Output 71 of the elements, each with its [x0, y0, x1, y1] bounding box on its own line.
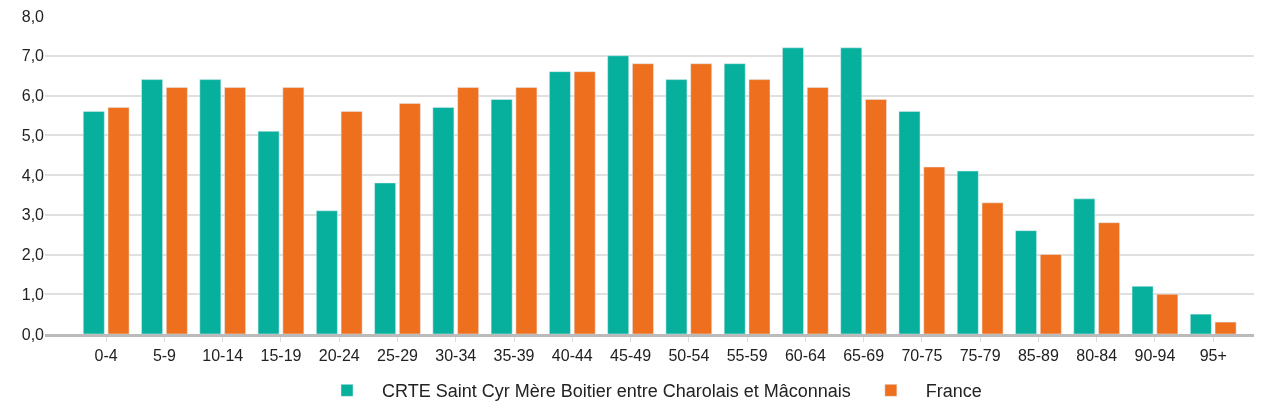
bar	[782, 47, 804, 334]
x-tick-label: 25-29	[377, 347, 419, 365]
bar	[141, 79, 163, 334]
x-tick-label: 65-69	[843, 347, 885, 365]
bar	[399, 103, 421, 334]
bar	[1098, 222, 1120, 334]
bar	[83, 111, 105, 334]
x-tick-label: 5-9	[152, 347, 177, 365]
y-tick-label: 6,0	[21, 87, 45, 105]
bar	[166, 87, 188, 334]
bar	[573, 71, 596, 334]
bar	[981, 202, 1004, 334]
bar	[923, 166, 946, 334]
x-tick-label: 80-84	[1076, 347, 1118, 365]
legend-label: France	[925, 381, 982, 402]
x-tick-label: 50-54	[668, 347, 710, 365]
bar	[1073, 198, 1096, 334]
y-tick-label: 5,0	[21, 126, 45, 144]
bar	[957, 170, 979, 334]
x-tick-label: 95+	[1199, 347, 1227, 365]
legend-label: CRTE Saint Cyr Mère Boitier entre Charolais et Mâconnais	[382, 381, 851, 402]
x-tick-label: 60-64	[784, 347, 826, 365]
bar	[898, 111, 921, 334]
y-tick-label: 2,0	[21, 246, 45, 264]
bar	[748, 79, 771, 334]
bar	[549, 71, 571, 334]
x-tick-label: 70-75	[901, 347, 943, 365]
x-tick-label: 75-79	[959, 347, 1001, 365]
x-tick-label: 90-94	[1134, 347, 1176, 365]
x-tick-label: 45-49	[610, 347, 652, 365]
bar	[340, 111, 363, 334]
y-tick-label: 8,0	[21, 7, 45, 25]
bar	[632, 63, 654, 334]
bar	[490, 99, 513, 334]
y-tick-label: 7,0	[21, 47, 45, 65]
y-tick-label: 1,0	[21, 285, 45, 303]
bar	[457, 87, 479, 334]
bar	[515, 87, 538, 334]
bar	[1156, 294, 1179, 334]
x-tick-label: 55-59	[726, 347, 768, 365]
bar	[1190, 313, 1212, 334]
bar	[723, 63, 746, 334]
x-tick-label: 0-4	[94, 347, 118, 365]
bar	[865, 99, 887, 334]
bar	[374, 182, 396, 334]
x-tick-label: 30-34	[435, 347, 477, 365]
bar	[316, 210, 338, 334]
bar	[1040, 254, 1062, 334]
bar	[224, 87, 246, 334]
x-tick-label: 35-39	[493, 347, 535, 365]
bar	[282, 87, 305, 334]
y-tick-label: 4,0	[21, 166, 45, 184]
bar	[665, 79, 688, 334]
bar	[107, 107, 130, 334]
bar	[199, 79, 222, 334]
x-tick-label: 20-24	[318, 347, 360, 365]
bar	[690, 63, 712, 334]
bar	[607, 55, 629, 334]
bar	[432, 107, 455, 334]
bar	[806, 87, 829, 334]
bar	[1131, 286, 1154, 334]
x-tick-label: 85-89	[1017, 347, 1059, 365]
x-tick-label: 15-19	[260, 347, 302, 365]
bar	[257, 131, 280, 334]
bar	[840, 47, 863, 334]
x-tick-label: 40-44	[551, 347, 593, 365]
bar	[1015, 230, 1037, 334]
y-tick-label: 0,0	[21, 325, 45, 343]
bar	[1214, 321, 1237, 334]
x-tick-label: 10-14	[202, 347, 244, 365]
y-tick-label: 3,0	[21, 206, 45, 224]
